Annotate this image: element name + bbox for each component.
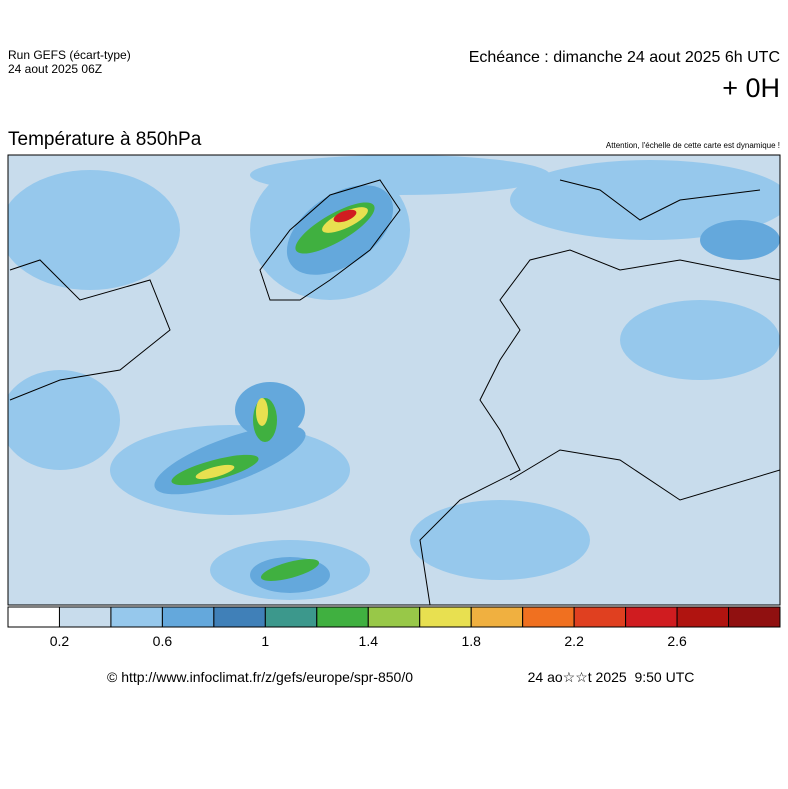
- map-title: Température à 850hPa: [8, 129, 202, 150]
- run-label: Run GEFS (écart-type): [8, 48, 131, 62]
- colorbar-box: [7, 606, 60, 628]
- colorbar-label: 1.4: [359, 633, 379, 649]
- colorbar-box: [367, 606, 421, 628]
- colorbar-label: 1: [261, 633, 269, 649]
- colorbar-box: [676, 606, 730, 628]
- offset: + 0H: [722, 73, 780, 103]
- colorbar-box: [522, 606, 575, 628]
- colorbar-box: [316, 606, 369, 628]
- colorbar-box: [264, 606, 318, 628]
- colorbar-box: [58, 606, 112, 628]
- colorbar-box: [625, 606, 678, 628]
- map: [7, 154, 781, 606]
- colorbar-box: [213, 606, 266, 628]
- colorbar-label: 2.2: [564, 633, 584, 649]
- colorbar-box: [161, 606, 215, 628]
- footer-timestamp: 24 ao☆☆t 2025 9:50 UTC: [528, 669, 695, 685]
- colorbar-box: [110, 606, 163, 628]
- colorbar-label: 0.2: [50, 633, 70, 649]
- footer-source: © http://www.infoclimat.fr/z/gefs/europe…: [107, 669, 413, 685]
- colorbar-label: 1.8: [461, 633, 481, 649]
- colorbar-box: [573, 606, 627, 628]
- colorbar-box: [728, 606, 781, 628]
- colorbar-box: [419, 606, 472, 628]
- colorbar-label: 2.6: [667, 633, 687, 649]
- echeance: Echéance : dimanche 24 aout 2025 6h UTC: [469, 49, 780, 66]
- colorbar-label: 0.6: [153, 633, 173, 649]
- map-note: Attention, l'échelle de cette carte est …: [606, 141, 780, 150]
- colorbar-box: [470, 606, 524, 628]
- colorbar: 0.2 0.6 1 1.4 1.8 2.2 2.6: [7, 606, 781, 649]
- run-date: 24 aout 2025 06Z: [8, 62, 102, 76]
